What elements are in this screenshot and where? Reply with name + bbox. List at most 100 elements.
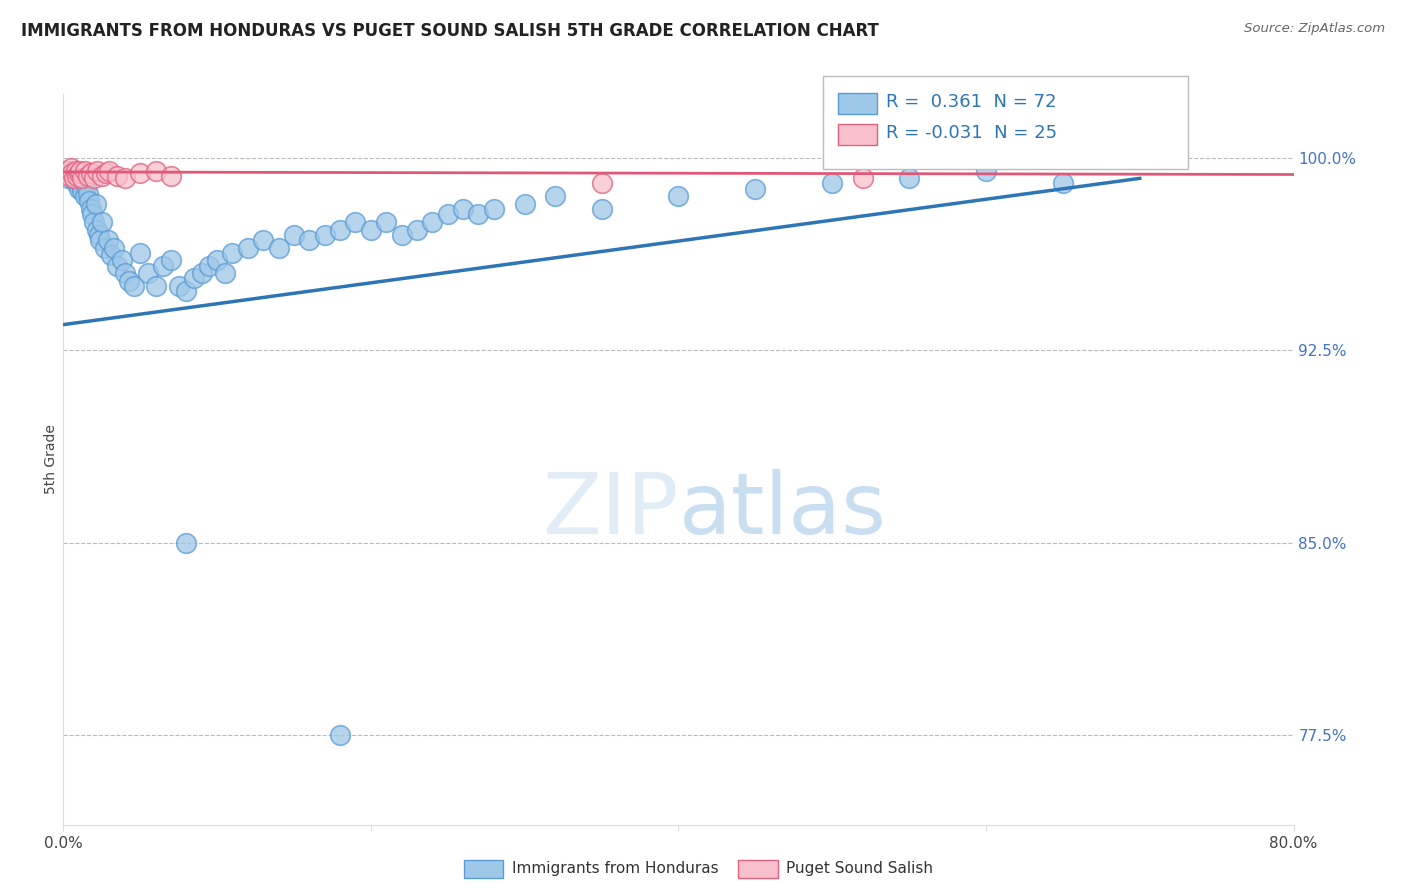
Point	[114, 171, 136, 186]
Point	[100, 248, 122, 262]
Point	[70, 171, 93, 186]
Point	[59, 163, 82, 178]
Point	[65, 163, 87, 178]
Point	[198, 259, 221, 273]
Text: ZIP: ZIP	[541, 469, 678, 552]
Point	[83, 171, 105, 186]
Point	[436, 207, 458, 221]
Point	[55, 163, 77, 178]
Point	[129, 166, 152, 180]
Point	[66, 169, 89, 183]
Point	[84, 197, 107, 211]
Point	[136, 266, 159, 280]
Point	[145, 279, 167, 293]
Point	[744, 181, 766, 195]
Point	[56, 171, 79, 186]
Point	[105, 169, 128, 183]
Point	[167, 279, 190, 293]
Point	[283, 227, 305, 242]
Point	[183, 271, 205, 285]
Point	[375, 215, 398, 229]
Point	[67, 166, 90, 180]
Point	[86, 163, 108, 178]
Point	[80, 166, 103, 180]
Text: atlas: atlas	[678, 469, 886, 552]
Point	[267, 241, 290, 255]
Text: Puget Sound Salish: Puget Sound Salish	[786, 862, 934, 876]
Point	[90, 215, 112, 229]
Text: Immigrants from Honduras: Immigrants from Honduras	[512, 862, 718, 876]
Point	[73, 189, 96, 203]
Y-axis label: 5th Grade: 5th Grade	[44, 425, 58, 494]
Text: Source: ZipAtlas.com: Source: ZipAtlas.com	[1244, 22, 1385, 36]
Point	[72, 171, 94, 186]
Point	[59, 161, 82, 175]
Point	[160, 169, 183, 183]
Point	[111, 253, 134, 268]
Point	[422, 215, 444, 229]
Point	[79, 194, 101, 209]
Point	[406, 222, 429, 236]
Point	[76, 186, 98, 201]
Point	[114, 266, 136, 280]
Point	[96, 166, 118, 180]
Point	[82, 207, 104, 221]
Point	[98, 163, 121, 178]
Point	[391, 227, 413, 242]
Point	[852, 171, 875, 186]
Point	[1052, 177, 1074, 191]
Point	[86, 222, 108, 236]
Point	[89, 233, 111, 247]
Point	[591, 177, 613, 191]
Point	[666, 189, 689, 203]
Point	[236, 241, 259, 255]
Point	[329, 728, 352, 742]
Point	[252, 233, 274, 247]
Point	[214, 266, 236, 280]
Point	[62, 166, 84, 180]
Point	[152, 259, 174, 273]
Point	[58, 169, 80, 183]
Point	[87, 227, 110, 242]
Point	[451, 202, 474, 216]
Point	[80, 202, 103, 216]
Point	[174, 536, 197, 550]
Point	[90, 169, 112, 183]
Point	[190, 266, 212, 280]
Point	[344, 215, 367, 229]
Point	[62, 166, 84, 180]
Point	[63, 169, 86, 183]
Point	[329, 222, 352, 236]
Point	[118, 274, 141, 288]
Point	[97, 233, 120, 247]
Point	[467, 207, 489, 221]
Point	[145, 163, 167, 178]
Point	[160, 253, 183, 268]
Point	[70, 184, 93, 198]
Point	[821, 177, 844, 191]
Point	[129, 245, 152, 260]
Point	[898, 171, 921, 186]
Point	[298, 233, 321, 247]
Point	[314, 227, 336, 242]
Point	[75, 179, 97, 194]
Point	[482, 202, 505, 216]
Text: IMMIGRANTS FROM HONDURAS VS PUGET SOUND SALISH 5TH GRADE CORRELATION CHART: IMMIGRANTS FROM HONDURAS VS PUGET SOUND …	[21, 22, 879, 40]
Point	[66, 174, 89, 188]
Point	[174, 285, 197, 299]
Point	[76, 169, 98, 183]
Text: R = -0.031  N = 25: R = -0.031 N = 25	[886, 124, 1057, 142]
Point	[63, 171, 86, 186]
Point	[122, 279, 145, 293]
Text: R =  0.361  N = 72: R = 0.361 N = 72	[886, 93, 1056, 111]
Point	[69, 163, 91, 178]
Point	[94, 241, 117, 255]
Point	[513, 197, 536, 211]
Point	[83, 215, 105, 229]
Point	[69, 177, 91, 191]
Point	[591, 202, 613, 216]
Point	[221, 245, 243, 260]
Point	[73, 163, 96, 178]
Point	[103, 241, 125, 255]
Point	[205, 253, 228, 268]
